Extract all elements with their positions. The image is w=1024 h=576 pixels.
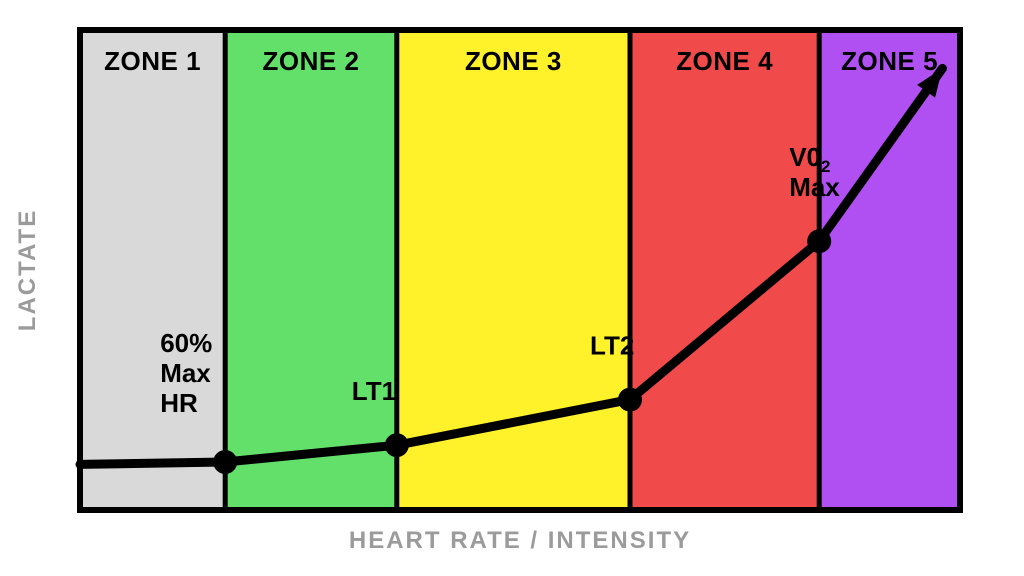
marker-label-line: HR [160,388,198,418]
marker-label-line: Max [160,358,211,388]
zone-label-2: ZONE 2 [263,46,360,76]
marker-hr60 [213,450,237,474]
chart-stage: ZONE 1ZONE 2ZONE 3ZONE 4ZONE 560%MaxHRLT… [0,0,1024,576]
marker-label-line: LT1 [352,376,396,406]
zone-5 [819,30,960,510]
zone-label-3: ZONE 3 [465,46,562,76]
marker-label-line: LT2 [590,331,634,361]
zone-chart: ZONE 1ZONE 2ZONE 3ZONE 4ZONE 560%MaxHRLT… [0,0,1024,576]
marker-label-lt2: LT2 [590,331,634,361]
y-axis-label: LACTATE [14,209,41,331]
zone-2 [225,30,397,510]
marker-vo2max [807,229,831,253]
marker-lt2 [618,388,642,412]
marker-label-line: 60% [160,328,212,358]
zone-1 [80,30,225,510]
marker-label-line: Max [789,172,840,202]
zone-label-5: ZONE 5 [841,46,938,76]
x-axis-label: HEART RATE / INTENSITY [349,527,691,554]
zone-label-4: ZONE 4 [676,46,773,76]
zone-label-1: ZONE 1 [104,46,201,76]
marker-lt1 [385,433,409,457]
marker-label-lt1: LT1 [352,376,396,406]
